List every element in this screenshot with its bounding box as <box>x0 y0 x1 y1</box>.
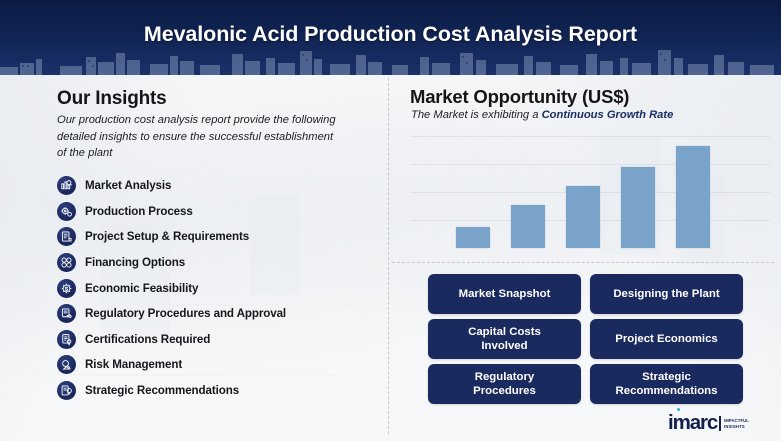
list-item-label: Regulatory Procedures and Approval <box>85 307 287 321</box>
chart-bar <box>676 146 710 248</box>
production-process-icon <box>57 201 76 221</box>
capital-costs-involved-button[interactable]: Capital Costs Involved <box>428 319 581 359</box>
page-title: Mevalonic Acid Production Cost Analysis … <box>143 22 638 46</box>
chart-bar <box>456 227 490 248</box>
market-panel: Market Opportunity (US$) The Market is e… <box>388 75 781 441</box>
list-item-label: Financing Options <box>85 256 186 270</box>
project-economics-button[interactable]: Project Economics <box>590 319 743 359</box>
regulatory-procedures-button[interactable]: Regulatory Procedures <box>428 364 581 404</box>
section-button-grid: Market Snapshot Designing the Plant Capi… <box>428 274 743 404</box>
chart-gridline <box>410 136 770 137</box>
page-header: Mevalonic Acid Production Cost Analysis … <box>0 0 781 75</box>
economic-feasibility-icon <box>57 278 76 298</box>
list-item[interactable]: Production Process <box>57 199 377 225</box>
risk-management-icon <box>57 355 76 375</box>
horizontal-divider <box>392 262 774 263</box>
market-subtitle-prefix: The Market is exhibiting a <box>411 109 542 121</box>
list-item[interactable]: Strategic Recommendations <box>57 378 377 404</box>
market-heading: Market Opportunity (US$) <box>410 86 630 107</box>
city-skyline-icon <box>0 50 774 75</box>
chart-bar <box>566 186 600 248</box>
logo-separator <box>719 416 721 431</box>
list-item-label: Project Setup & Requirements <box>85 230 250 244</box>
list-item[interactable]: Financing Options <box>57 250 377 276</box>
certifications-icon <box>57 329 76 349</box>
designing-the-plant-button[interactable]: Designing the Plant <box>590 274 743 314</box>
vertical-divider <box>388 78 389 434</box>
list-item-label: Certifications Required <box>85 332 211 346</box>
list-item[interactable]: Market Analysis <box>57 173 377 199</box>
imarc-logo[interactable]: imarc IMPACTFUL INSIGHTS <box>668 406 772 436</box>
list-item[interactable]: Risk Management <box>57 352 377 378</box>
logo-dot-icon <box>677 408 681 412</box>
chart-bar <box>511 205 545 248</box>
insights-description: Our production cost analysis report prov… <box>57 114 336 159</box>
list-item-label: Strategic Recommendations <box>85 384 240 398</box>
strategic-recommendations-button[interactable]: Strategic Recommendations <box>590 364 743 404</box>
list-item[interactable]: Certifications Required <box>57 327 377 353</box>
list-item-label: Risk Management <box>85 358 183 372</box>
list-item-label: Market Analysis <box>85 179 172 193</box>
strategic-recommendations-icon <box>57 381 76 401</box>
market-subtitle-accent: Continuous Growth Rate <box>541 109 674 121</box>
list-item-label: Economic Feasibility <box>85 281 199 295</box>
list-item[interactable]: Project Setup & Requirements <box>57 224 377 250</box>
market-subtitle: The Market is exhibiting a Continuous Gr… <box>411 109 673 121</box>
chart-gridline <box>410 164 770 165</box>
list-item-label: Production Process <box>85 204 193 218</box>
list-item[interactable]: Economic Feasibility <box>57 275 377 301</box>
chart-bars <box>456 130 710 248</box>
chart-bar <box>621 167 655 248</box>
insights-panel: Our Insights Our production cost analysi… <box>0 75 388 441</box>
market-analysis-icon <box>57 176 76 196</box>
logo-tagline: IMPACTFUL INSIGHTS <box>724 418 749 429</box>
financing-options-icon <box>57 253 76 273</box>
regulatory-procedures-icon <box>57 304 76 324</box>
insights-heading: Our Insights <box>57 88 167 109</box>
list-item[interactable]: Regulatory Procedures and Approval <box>57 301 377 327</box>
project-setup-icon <box>57 227 76 247</box>
insights-list: Market Analysis Production Process <box>57 173 377 403</box>
market-snapshot-button[interactable]: Market Snapshot <box>428 274 581 314</box>
logo-wordmark: imarc <box>668 410 718 434</box>
market-opportunity-chart <box>410 130 770 248</box>
